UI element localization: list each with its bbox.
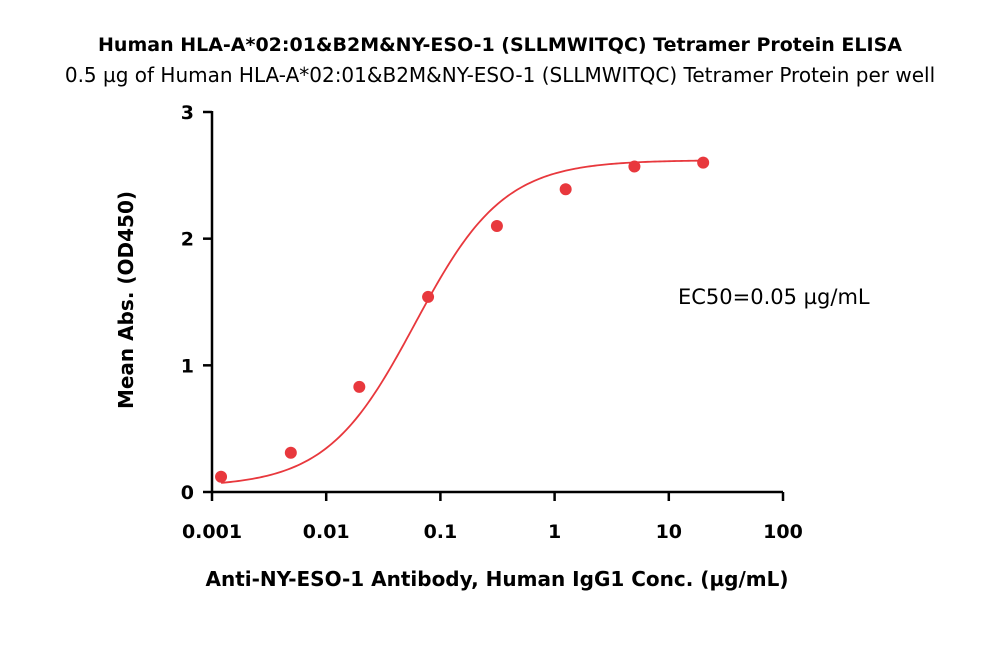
y-axis-label: Mean Abs. (OD450) <box>114 191 138 409</box>
y-tick-label: 1 <box>181 355 194 377</box>
chart-subtitle: 0.5 µg of Human HLA-A*02:01&B2M&NY-ESO-1… <box>65 63 935 87</box>
x-tick-label: 100 <box>763 521 803 543</box>
tick-labels: 0.001 0.01 0.1 1 10 100 0 1 2 3 <box>181 102 803 543</box>
chart-title: Human HLA-A*02:01&B2M&NY-ESO-1 (SLLMWITQ… <box>98 34 902 56</box>
x-tick-label: 1 <box>548 521 561 543</box>
data-point <box>353 380 366 393</box>
fit-curve <box>220 159 704 484</box>
ticks <box>203 110 785 501</box>
y-tick-label: 3 <box>181 102 194 124</box>
data-point <box>628 160 641 173</box>
y-tick-label: 0 <box>181 482 194 504</box>
axes <box>210 111 783 494</box>
ec50-annotation: EC50=0.05 µg/mL <box>678 285 870 309</box>
data-point <box>490 220 503 232</box>
data-point <box>422 290 435 303</box>
data-point <box>215 470 228 483</box>
x-tick-label: 10 <box>656 521 682 543</box>
y-tick-label: 2 <box>181 229 194 251</box>
x-axis-label: Anti-NY-ESO-1 Antibody, Human IgG1 Conc.… <box>205 567 788 591</box>
data-point <box>697 156 710 169</box>
x-tick-label: 0.01 <box>303 521 350 543</box>
x-tick-label: 0.001 <box>182 521 242 543</box>
data-points <box>215 156 710 483</box>
x-tick-label: 0.1 <box>424 521 458 543</box>
data-point <box>559 183 572 196</box>
data-point <box>284 446 297 459</box>
